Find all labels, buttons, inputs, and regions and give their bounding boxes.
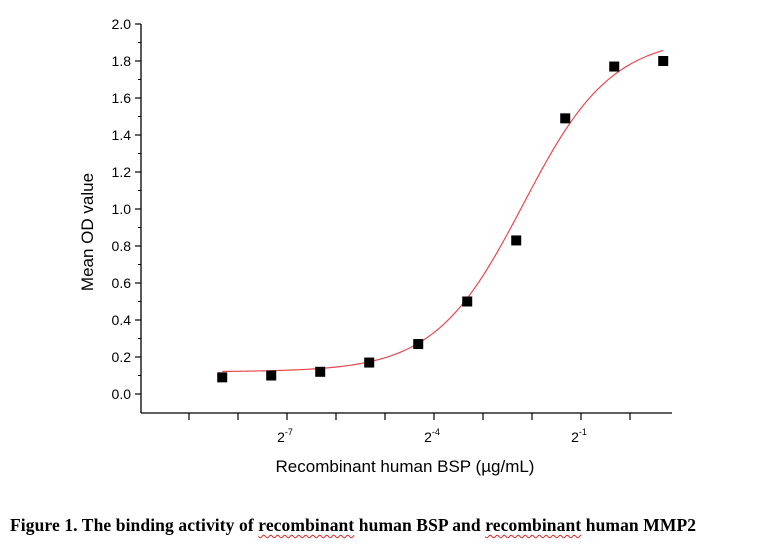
x-tick-label: 2-1 <box>571 427 587 445</box>
caption-word-recombinant-1: recombinant <box>258 515 355 535</box>
data-point <box>560 113 571 124</box>
data-point <box>315 366 326 377</box>
x-axis-title: Recombinant human BSP (µg/mL) <box>276 457 535 476</box>
x-tick-exponent: -1 <box>579 427 587 437</box>
y-tick-label: 1.2 <box>112 164 132 180</box>
x-axis: 2-7 2-4 2-1 <box>141 412 672 445</box>
caption-word-recombinant-2: recombinant <box>485 515 582 535</box>
y-tick-label: 2.0 <box>112 16 132 32</box>
y-tick-label: 0.6 <box>112 275 132 291</box>
data-point <box>511 235 522 246</box>
data-point <box>609 61 620 72</box>
y-axis: 0.0 0.2 0.4 0.6 0.8 1.0 1.2 1.4 1.6 1.8 2.0 <box>112 16 142 413</box>
caption-suffix: human MMP2 <box>581 515 697 535</box>
fit-curve <box>222 49 664 373</box>
x-tick-base: 2 <box>571 429 579 445</box>
data-points <box>217 56 669 383</box>
x-tick-base: 2 <box>277 429 285 445</box>
x-tick-exponent: -7 <box>285 427 293 437</box>
y-tick-label: 1.4 <box>112 127 132 143</box>
y-tick-label: 0.2 <box>112 349 132 365</box>
chart: 0.00.20.40.60.81.01.21.41.61.82.0 2-7 2-4… <box>78 16 672 476</box>
y-tick-label: 0.0 <box>112 386 132 402</box>
y-tick-label: 1.6 <box>112 90 132 106</box>
y-axis-title: Mean OD value <box>78 173 97 291</box>
data-point <box>266 370 277 381</box>
data-point <box>364 357 375 368</box>
y-tick-label: 0.8 <box>112 238 132 254</box>
x-tick-label: 2-4 <box>424 427 440 445</box>
x-tick-label: 2-7 <box>277 427 293 445</box>
data-point <box>413 339 424 350</box>
x-tick-exponent: -4 <box>432 427 440 437</box>
figure-caption: Figure 1. The binding activity of recomb… <box>10 515 696 536</box>
data-point <box>462 296 473 307</box>
data-point <box>217 372 228 383</box>
y-tick-label: 0.4 <box>112 312 132 328</box>
caption-middle: human BSP and <box>354 515 486 535</box>
y-tick-label: 1.0 <box>112 201 132 217</box>
x-tick-base: 2 <box>424 429 432 445</box>
y-tick-label: 1.8 <box>112 53 132 69</box>
data-point <box>658 56 669 66</box>
caption-prefix: Figure 1. The binding activity of <box>10 515 259 535</box>
